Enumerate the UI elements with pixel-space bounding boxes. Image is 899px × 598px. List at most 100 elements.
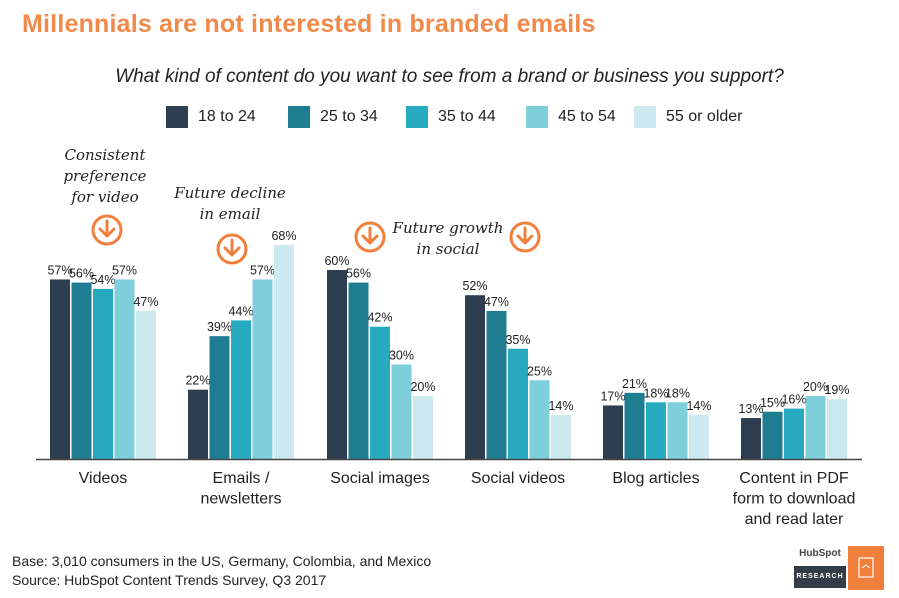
legend-item: 18 to 24 xyxy=(166,106,256,128)
bar xyxy=(827,399,847,459)
data-label: 20% xyxy=(803,380,828,394)
legend-label: 25 to 34 xyxy=(320,108,378,125)
annotation-line: in email xyxy=(199,205,261,223)
chart-subtitle: What kind of content do you want to see … xyxy=(115,66,784,87)
bar xyxy=(93,288,113,459)
annotation-line: in social xyxy=(416,240,480,258)
logo-sub: RESEARCH xyxy=(794,566,846,588)
legend-swatch xyxy=(288,106,310,128)
annotation-line: Future decline xyxy=(174,184,286,202)
bar xyxy=(114,279,135,459)
hubspot-research-logo: HubSpot RESEARCH xyxy=(794,546,884,590)
data-label: 54% xyxy=(90,273,115,287)
logo-name: HubSpot xyxy=(799,548,841,559)
data-label: 20% xyxy=(410,380,435,394)
bar xyxy=(508,348,528,459)
data-label: 22% xyxy=(185,374,210,388)
bar xyxy=(529,380,550,459)
bar xyxy=(391,364,412,459)
legend-label: 45 to 54 xyxy=(558,108,616,125)
category-label: Content in PDF form to download and read l… xyxy=(733,470,856,528)
down-arrow-circle-icon xyxy=(354,221,386,253)
data-label: 14% xyxy=(686,399,711,413)
down-arrow-circle-icon xyxy=(91,214,123,246)
data-label: 16% xyxy=(781,393,806,407)
bar xyxy=(188,389,208,459)
legend: 18 to 24 25 to 34 35 to 44 45 to 54 55 or ol… xyxy=(0,106,899,134)
legend-item: 25 to 34 xyxy=(288,106,378,128)
chart-title: Millennials are not interested in brande… xyxy=(22,10,596,38)
data-label: 17% xyxy=(600,389,625,403)
bar xyxy=(136,310,156,459)
data-label: 19% xyxy=(824,383,849,397)
data-label: 30% xyxy=(389,349,414,363)
legend-item: 45 to 54 xyxy=(526,106,616,128)
document-icon xyxy=(848,546,884,590)
annotation-video: Consistent preference for video xyxy=(55,145,155,208)
bar xyxy=(624,392,645,459)
legend-swatch xyxy=(166,106,188,128)
annotation-line: for video xyxy=(71,188,139,206)
data-label: 18% xyxy=(665,386,690,400)
bar xyxy=(486,310,507,459)
data-label: 39% xyxy=(207,320,232,334)
bar xyxy=(71,282,92,459)
bar xyxy=(370,326,390,459)
data-label: 56% xyxy=(346,267,371,281)
bar xyxy=(209,336,230,459)
legend-swatch xyxy=(634,106,656,128)
legend-label: 55 or older xyxy=(666,108,743,125)
data-label: 21% xyxy=(622,377,647,391)
data-label: 47% xyxy=(133,295,158,309)
annotation-line: preference xyxy=(63,167,147,185)
bar xyxy=(805,396,826,459)
bar xyxy=(413,396,433,459)
category-label: Blog articles xyxy=(612,470,699,487)
bar xyxy=(667,402,688,459)
annotation-line: Consistent xyxy=(64,146,146,164)
bar xyxy=(646,402,666,459)
footnote-source: Source: HubSpot Content Trends Survey, Q… xyxy=(12,572,327,588)
bar xyxy=(603,405,623,459)
data-label: 56% xyxy=(69,267,94,281)
bar xyxy=(551,414,571,459)
category-label: Social images xyxy=(330,470,430,487)
data-label: 18% xyxy=(643,386,668,400)
footnote-base: Base: 3,010 consumers in the US, Germany… xyxy=(12,553,432,569)
bar xyxy=(689,414,709,459)
data-label: 25% xyxy=(527,364,552,378)
bar xyxy=(465,295,485,459)
category-label: Social videos xyxy=(471,470,565,487)
category-label: Videos xyxy=(79,470,128,487)
data-label: 44% xyxy=(228,304,253,318)
annotation-line: Future growth xyxy=(392,219,504,237)
annotation-email: Future decline in email xyxy=(170,183,290,225)
bar xyxy=(348,282,369,459)
bar xyxy=(231,320,251,459)
legend-item: 35 to 44 xyxy=(406,106,496,128)
bar xyxy=(50,279,70,459)
bar xyxy=(762,411,783,459)
data-label: 52% xyxy=(462,279,487,293)
data-label: 57% xyxy=(47,263,72,277)
legend-label: 18 to 24 xyxy=(198,108,256,125)
down-arrow-circle-icon xyxy=(216,233,248,265)
footnote: Base: 3,010 consumers in the US, Germany… xyxy=(12,552,431,590)
data-label: 57% xyxy=(250,263,275,277)
category-label: Emails / newsletters xyxy=(201,470,282,508)
legend-item: 55 or older xyxy=(634,106,743,128)
data-label: 14% xyxy=(548,399,573,413)
bar xyxy=(784,408,804,459)
bar xyxy=(274,244,294,459)
data-label: 13% xyxy=(738,402,763,416)
annotation-social: Future growth in social xyxy=(388,218,508,260)
bar-chart: 57% 22% 60% 52% 17% 13% 56% 39% 56% 47% 21% 15% 54% 4… xyxy=(36,229,862,528)
data-label: 35% xyxy=(505,333,530,347)
data-label: 68% xyxy=(271,229,296,243)
bar xyxy=(741,418,761,459)
bar xyxy=(327,270,347,459)
data-label: 57% xyxy=(112,263,137,277)
legend-swatch xyxy=(406,106,428,128)
data-label: 60% xyxy=(324,254,349,268)
bar xyxy=(252,279,273,459)
